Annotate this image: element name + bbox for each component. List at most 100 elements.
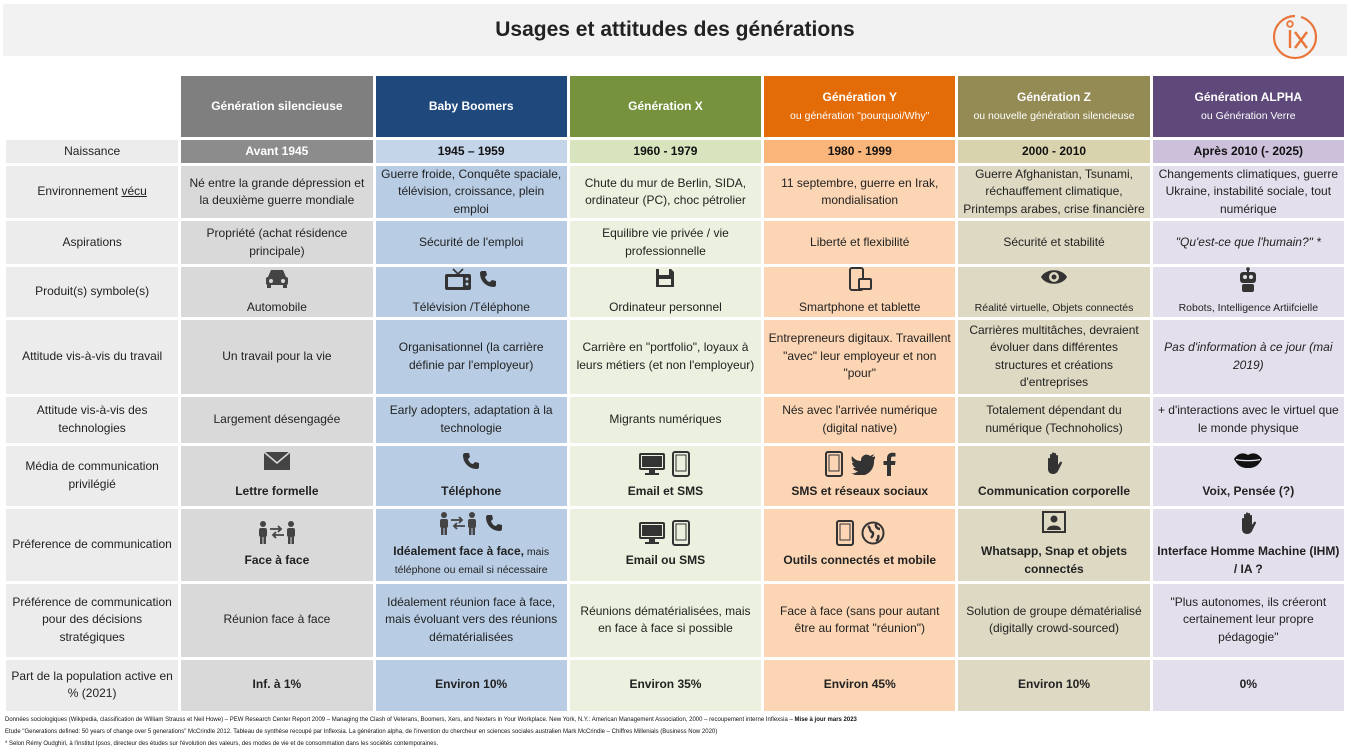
row-produits: Produit(s) symbole(s) Automobile Télévis…	[6, 267, 1344, 320]
header-corner	[6, 76, 179, 140]
cell-decisions: "Plus autonomes, ils créeront certaineme…	[1152, 583, 1344, 660]
cell-decisions: Réunions dématérialisées, mais en face à…	[569, 583, 762, 660]
lips-icon	[1234, 453, 1263, 468]
hand-icon	[1048, 452, 1063, 474]
cell-technologies: Nés avec l'arrivée numérique (digital na…	[764, 396, 956, 446]
cell-preference: Face à face	[181, 508, 373, 584]
row-label-aspirations: Aspirations	[6, 221, 179, 268]
row-label-decisions: Préférence de communication pour des déc…	[6, 583, 179, 660]
row-label-technologies: Attitude vis-à-vis des technologies	[6, 396, 179, 446]
row-aspirations: Aspirations Propriété (achat résidence p…	[6, 221, 1344, 268]
cell-population: Inf. à 1%	[181, 659, 373, 714]
car-icon	[265, 270, 288, 289]
title-bar: Usages et attitudes des générations	[3, 4, 1347, 56]
cell-produits: Réalité virtuelle, Objets connectés	[958, 267, 1150, 320]
cell-preference: Idéalement face à face, mais téléphone o…	[375, 508, 567, 584]
cell-environnement: Guerre Afghanistan, Tsunami, réchauffeme…	[958, 166, 1150, 222]
row-technologies: Attitude vis-à-vis des technologies Larg…	[6, 396, 1344, 446]
meeting-icon	[440, 512, 477, 536]
cell-produits: Ordinateur personnel	[569, 267, 762, 320]
cell-media: Voix, Pensée (?)	[1152, 445, 1344, 509]
period-genx: 1960 - 1979	[569, 140, 762, 166]
tablet-icon	[824, 450, 843, 477]
cell-aspirations: Liberté et flexibilité	[764, 221, 956, 268]
cell-preference: Interface Homme Machine (IHM) / IA ?	[1152, 508, 1344, 584]
header-boomers: Baby Boomers	[375, 76, 567, 140]
cell-technologies: Largement désengagée	[181, 396, 373, 446]
cell-environnement: 11 septembre, guerre en Irak, mondialisa…	[764, 166, 956, 222]
phone-icon	[486, 515, 503, 532]
cell-technologies: + d'interactions avec le virtuel que le …	[1152, 396, 1344, 446]
desktop-icon	[639, 521, 666, 544]
row-label-media: Média de communication privilégié	[6, 445, 179, 509]
generations-table: Génération silencieuse Baby Boomers Géné…	[3, 76, 1347, 714]
footer-line-3: * Selon Rémy Oudghiri, à l'institut Ipso…	[5, 741, 439, 747]
cell-aspirations: Equilibre vie privée / vie professionnel…	[569, 221, 762, 268]
cell-decisions: Face à face (sans pour autant être au fo…	[764, 583, 956, 660]
facebook-icon	[883, 452, 896, 476]
row-naissance: Naissance Avant 1945 1945 – 1959 1960 - …	[6, 140, 1344, 166]
smartphone-icon	[848, 267, 872, 292]
page-title: Usages et attitudes des générations	[495, 18, 855, 41]
cell-population: 0%	[1152, 659, 1344, 714]
cell-decisions: Solution de groupe dématérialisé (digita…	[958, 583, 1150, 660]
row-preference: Préference de communication Face à face …	[6, 508, 1344, 584]
envelope-icon	[263, 451, 291, 470]
twitter-icon	[850, 453, 875, 476]
cell-produits: Automobile	[181, 267, 373, 320]
row-label-naissance: Naissance	[6, 140, 179, 166]
footer-line-2: Etude "Generations defined: 50 years of …	[5, 729, 718, 735]
footer-sources: Données sociologiques (Wikipedia, classi…	[5, 714, 1345, 750]
cell-media: Email et SMS	[569, 445, 762, 509]
cell-aspirations: Propriété (achat résidence principale)	[181, 221, 373, 268]
phone-icon	[463, 452, 480, 469]
header-row: Génération silencieuse Baby Boomers Géné…	[6, 76, 1344, 140]
cell-travail: Entrepreneurs digitaux. Travaillent "ave…	[764, 319, 956, 397]
row-decisions: Préférence de communication pour des déc…	[6, 583, 1344, 660]
cell-travail: Carrières multitâches, devraient évoluer…	[958, 319, 1150, 397]
desktop-icon	[639, 452, 666, 475]
cell-population: Environ 10%	[375, 659, 567, 714]
tablet-icon	[672, 519, 691, 546]
robot-icon	[1240, 267, 1257, 293]
period-silent: Avant 1945	[181, 140, 373, 166]
cell-preference: Whatsapp, Snap et objets connectés	[958, 508, 1150, 584]
footer-line-1: Données sociologiques (Wikipedia, classi…	[5, 717, 857, 723]
cell-aspirations: Sécurité et stabilité	[958, 221, 1150, 268]
period-alpha: Après 2010 (- 2025)	[1152, 140, 1344, 166]
cell-technologies: Migrants numériques	[569, 396, 762, 446]
cell-population: Environ 45%	[764, 659, 956, 714]
eye-icon	[1041, 270, 1068, 284]
cell-decisions: Réunion face à face	[181, 583, 373, 660]
cell-technologies: Totalement dépendant du numérique (Techn…	[958, 396, 1150, 446]
row-environnement: Environnement vécu Né entre la grande dé…	[6, 166, 1344, 222]
row-media: Média de communication privilégié Lettre…	[6, 445, 1344, 509]
cell-produits: Smartphone et tablette	[764, 267, 956, 320]
cell-produits: Télévision /Téléphone	[375, 267, 567, 320]
row-travail: Attitude vis-à-vis du travail Un travail…	[6, 319, 1344, 397]
cell-preference: Email ou SMS	[569, 508, 762, 584]
tablet-icon	[672, 450, 691, 477]
cell-media: Communication corporelle	[958, 445, 1150, 509]
header-silent: Génération silencieuse	[181, 76, 373, 140]
cell-population: Environ 10%	[958, 659, 1150, 714]
row-label-preference: Préference de communication	[6, 508, 179, 584]
floppy-disk-icon	[656, 269, 675, 288]
cell-media: SMS et réseaux sociaux	[764, 445, 956, 509]
cell-produits: Robots, Intelligence Artiifcielle	[1152, 267, 1344, 320]
cell-environnement: Guerre froide, Conquête spaciale, télévi…	[375, 166, 567, 222]
cell-aspirations: "Qu'est-ce que l'humain?" *	[1152, 221, 1344, 268]
hand-icon	[1242, 512, 1257, 535]
cell-preference: Outils connectés et mobile	[764, 508, 956, 584]
cell-media: Téléphone	[375, 445, 567, 509]
cell-media: Lettre formelle	[181, 445, 373, 509]
row-population: Part de la population active en % (2021)…	[6, 659, 1344, 714]
period-boomers: 1945 – 1959	[375, 140, 567, 166]
cell-travail: Organisationnel (la carrière définie par…	[375, 319, 567, 397]
tablet-icon	[835, 519, 854, 546]
meeting-icon	[258, 520, 295, 544]
header-genx: Génération X	[569, 76, 762, 140]
cell-environnement: Né entre la grande dépression et la deux…	[181, 166, 373, 222]
